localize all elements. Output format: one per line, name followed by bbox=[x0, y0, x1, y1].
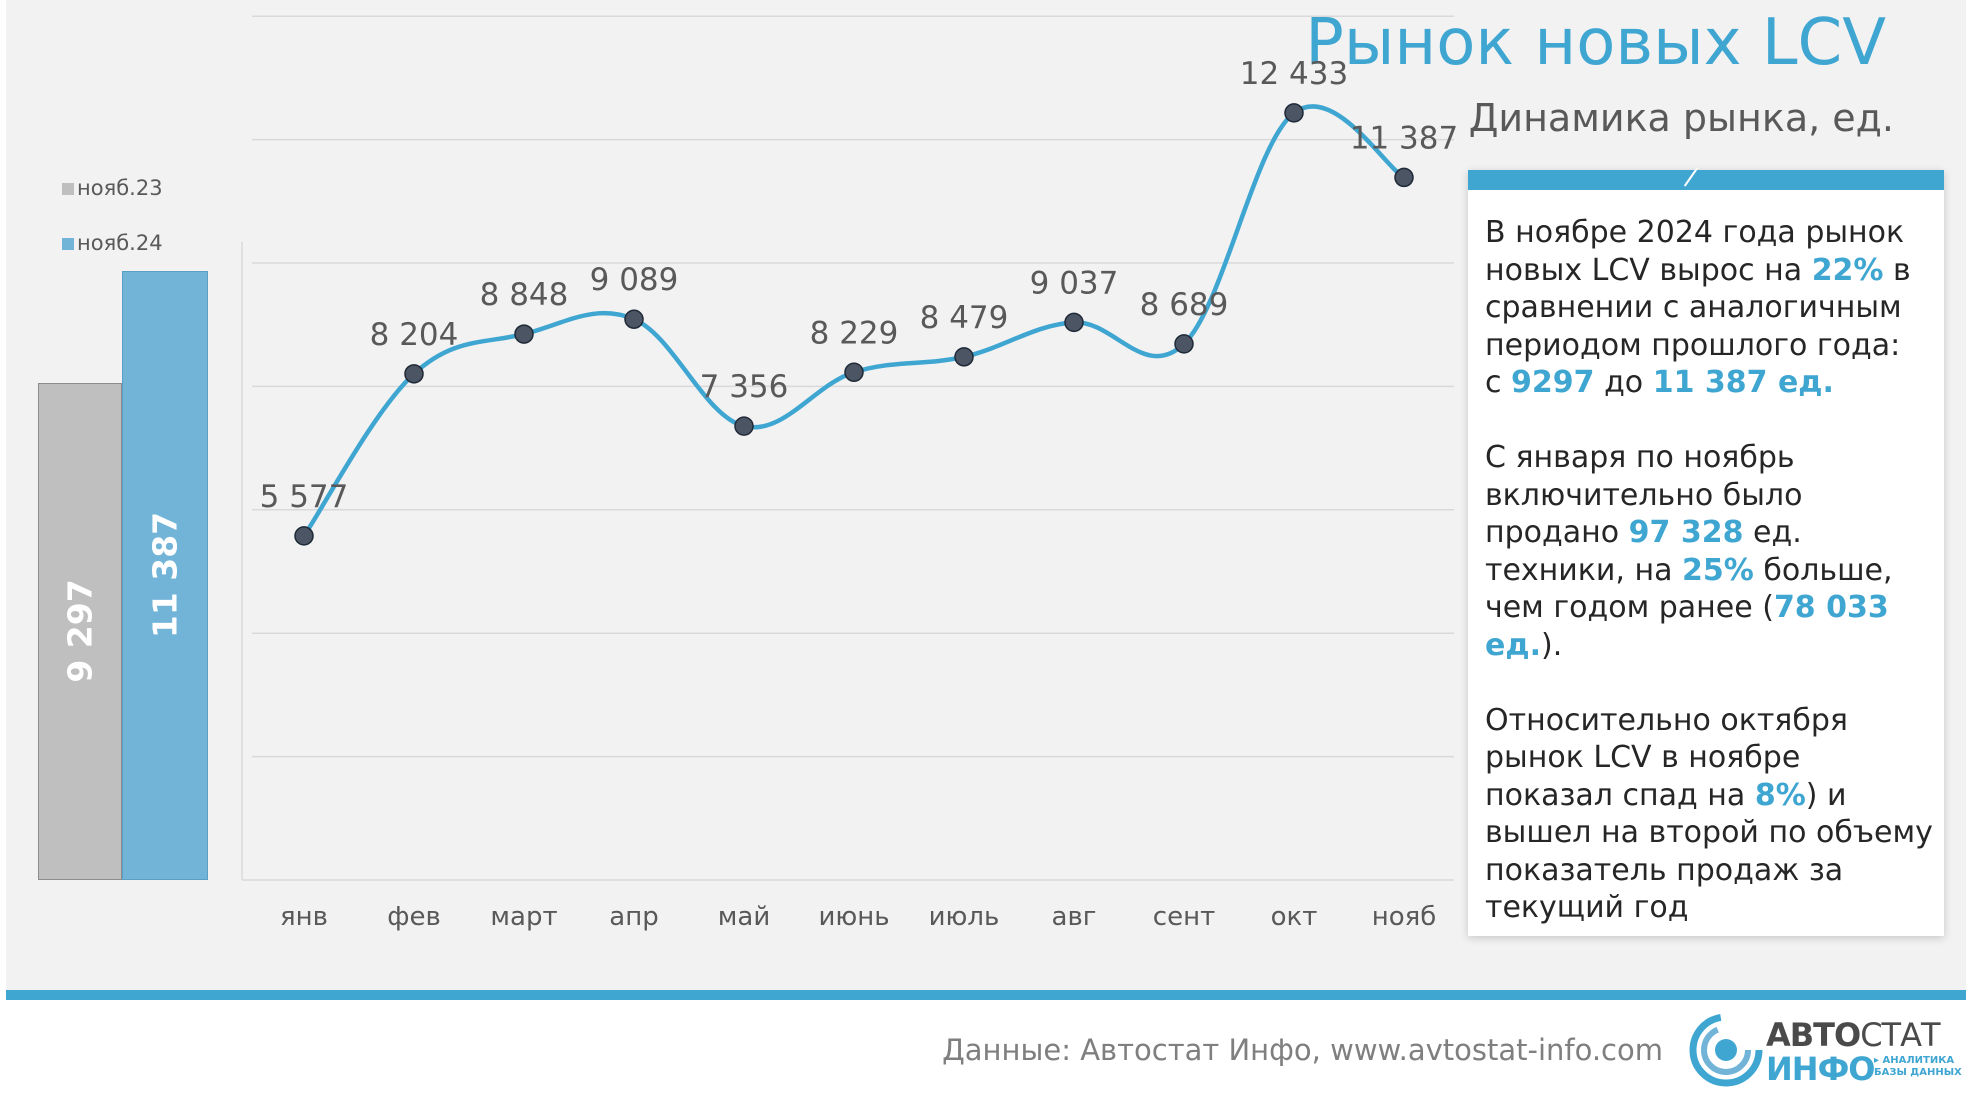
logo-word-avtostat: АВТОСТАТ bbox=[1766, 1016, 1941, 1054]
logo-tagline: ▸ АНАЛИТИКА БАЗЫ ДАННЫХ bbox=[1874, 1055, 1962, 1079]
data-point bbox=[734, 416, 754, 436]
info-p2-text-3: больше, чем годом ранее ( bbox=[1485, 552, 1893, 626]
legend-item-nov23: нояб.23 bbox=[62, 176, 163, 200]
info-box: В ноябре 2024 года рынок новых LCV вырос… bbox=[1468, 167, 1944, 936]
data-label: 7 356 bbox=[700, 369, 789, 405]
info-p3-highlight-1: 8% bbox=[1754, 777, 1806, 813]
data-label: 11 387 bbox=[1350, 120, 1458, 156]
info-p1-text-2: в сравнении с аналогичным периодом прошл… bbox=[1485, 252, 1911, 363]
logo-tagline-1: ▸ АНАЛИТИКА bbox=[1874, 1055, 1955, 1066]
data-label: 8 479 bbox=[920, 300, 1009, 336]
x-tick-label: нояб bbox=[1372, 902, 1437, 932]
logo-word-info: ИНФО bbox=[1766, 1050, 1875, 1088]
data-point bbox=[1174, 334, 1194, 354]
x-tick-label: июль bbox=[929, 902, 1000, 932]
info-p1-highlight-1: 22% bbox=[1811, 252, 1884, 288]
x-tick-label: июнь bbox=[818, 902, 889, 932]
data-point bbox=[1284, 103, 1304, 123]
data-label: 8 848 bbox=[480, 277, 569, 313]
data-point bbox=[1064, 312, 1084, 333]
info-p1-highlight-3: 11 387 ед. bbox=[1652, 365, 1834, 400]
page-subtitle: Динамика рынка, ед. bbox=[1468, 96, 1894, 140]
data-point bbox=[1394, 167, 1414, 188]
info-p3-text-2: ) и вышел на второй по объему показатель… bbox=[1485, 777, 1933, 926]
legend-swatch-nov24 bbox=[62, 238, 74, 250]
info-box-text: В ноябре 2024 года рынок новых LCV вырос… bbox=[1485, 214, 1935, 964]
info-p1-text-1: В ноябре 2024 года рынок новых LCV вырос… bbox=[1485, 215, 1905, 288]
x-tick-label: фев bbox=[387, 902, 441, 932]
info-p2-text-1: С января по ноябрь включительно было про… bbox=[1485, 440, 1803, 550]
info-p2-highlight-1: 97 328 bbox=[1628, 515, 1744, 550]
legend-item-nov24: нояб.24 bbox=[62, 231, 163, 255]
bar-nov23: 9 297 bbox=[38, 382, 122, 880]
info-p2-highlight-2: 25% bbox=[1682, 552, 1754, 588]
data-point bbox=[404, 364, 424, 384]
logo-word-stat: СТАТ bbox=[1860, 1016, 1940, 1054]
info-p1-text-4: до bbox=[1594, 365, 1653, 400]
data-label: 9 037 bbox=[1030, 265, 1119, 301]
x-tick-label: авг bbox=[1052, 902, 1097, 932]
info-paragraph-1: В ноябре 2024 года рынок новых LCV вырос… bbox=[1485, 214, 1935, 402]
footer-bar bbox=[6, 990, 1966, 1000]
line-chart: 5 577 янв 8 204 фев 8 848 март 9 089 апр 7 356 ма… bbox=[241, 15, 1458, 932]
data-point bbox=[294, 526, 314, 546]
avtostat-logo: АВТОСТАТ ИНФО ▸ АНАЛИТИКА БАЗЫ ДАННЫХ bbox=[1688, 1010, 1962, 1090]
info-p2-text-2: ед. техники, на bbox=[1485, 515, 1802, 588]
data-point bbox=[954, 347, 974, 367]
data-label: 8 689 bbox=[1140, 287, 1229, 323]
x-tick-label: сент bbox=[1153, 902, 1215, 932]
info-p2-text-4: ). bbox=[1540, 627, 1563, 663]
info-p3-text-1: Относительно октября рынок LCV в ноябре … bbox=[1485, 702, 1848, 813]
info-box-band-slash bbox=[1683, 167, 1699, 187]
x-tick-label: март bbox=[490, 902, 557, 932]
legend-label-nov24: нояб.24 bbox=[77, 231, 163, 255]
logo-tagline-2: БАЗЫ ДАННЫХ bbox=[1874, 1067, 1962, 1078]
data-label: 8 229 bbox=[810, 315, 899, 351]
x-tick-label: окт bbox=[1271, 902, 1318, 932]
legend-label-nov23: нояб.23 bbox=[77, 176, 163, 200]
x-tick-label: янв bbox=[280, 902, 328, 932]
logo-word-avto: АВТО bbox=[1766, 1016, 1861, 1054]
data-point bbox=[844, 362, 864, 383]
info-paragraph-2: С января по ноябрь включительно было про… bbox=[1485, 439, 1935, 664]
data-point bbox=[514, 324, 534, 344]
x-tick-label: апр bbox=[609, 902, 658, 932]
info-p2-highlight-3: 78 033 ед. bbox=[1485, 590, 1889, 663]
page-title: Рынок новых LCV bbox=[1305, 6, 1886, 80]
data-point bbox=[624, 309, 644, 329]
info-box-band bbox=[1468, 167, 1944, 190]
legend-swatch-nov23 bbox=[62, 183, 74, 195]
info-p1-text-3: с bbox=[1485, 365, 1512, 400]
info-paragraph-3: Относительно октября рынок LCV в ноябре … bbox=[1485, 702, 1935, 927]
data-label: 9 089 bbox=[590, 262, 679, 298]
bar-nov24: 11 387 bbox=[122, 270, 208, 880]
data-label: 5 577 bbox=[260, 479, 349, 515]
info-p1-highlight-2: 9297 bbox=[1511, 365, 1595, 400]
x-tick-label: май bbox=[718, 902, 770, 932]
data-label: 12 433 bbox=[1240, 56, 1348, 92]
source-text: Данные: Автостат Инфо, www.avtostat-info… bbox=[942, 1033, 1663, 1067]
data-label: 8 204 bbox=[370, 317, 459, 353]
logo-swirl-icon bbox=[1689, 1013, 1763, 1087]
